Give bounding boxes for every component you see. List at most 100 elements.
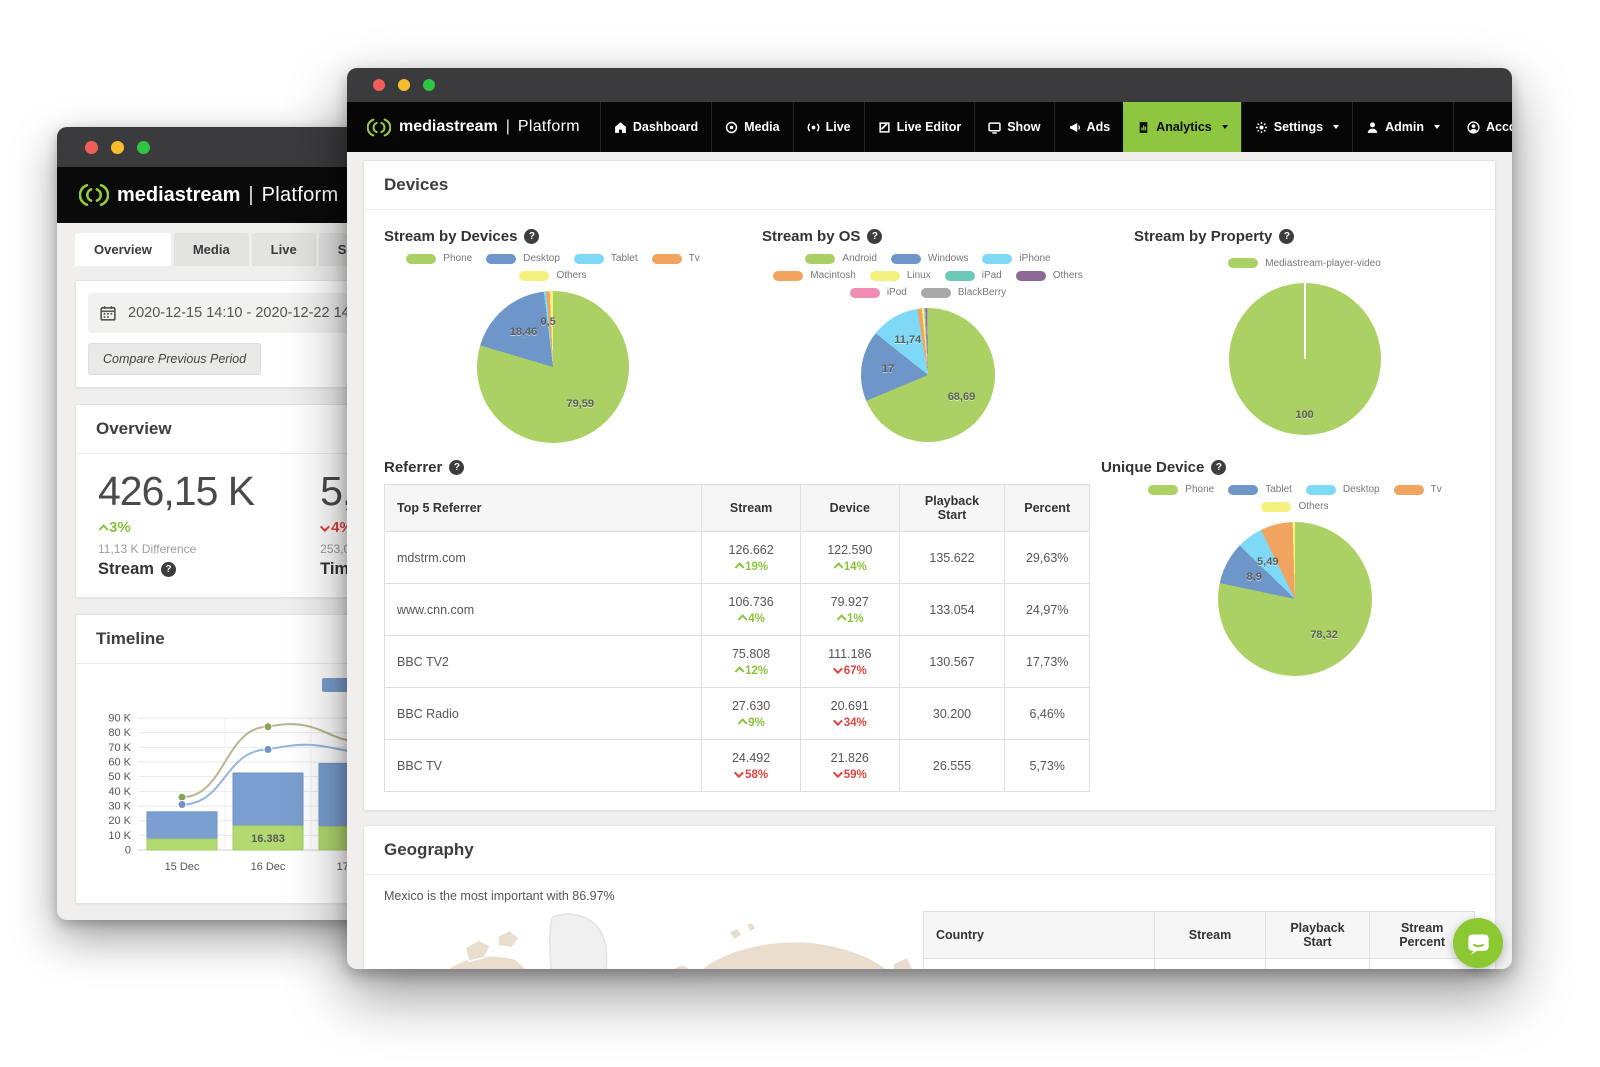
- row-name: Mexico: [922, 958, 1156, 969]
- chart-subtitle: Stream by Devices?: [384, 228, 742, 245]
- svg-text:40 K: 40 K: [108, 786, 131, 798]
- legend-label: Tablet: [1265, 484, 1292, 495]
- help-icon[interactable]: ?: [449, 460, 465, 475]
- legend-item[interactable]: iPad: [944, 270, 1002, 281]
- legend-swatch: [406, 253, 437, 264]
- brand-name: mediastream: [117, 183, 241, 206]
- pie-chart[interactable]: 78,32 8,9 5,49: [1095, 522, 1495, 676]
- legend-item[interactable]: iPod: [849, 287, 907, 298]
- legend-item[interactable]: Tv: [1393, 484, 1442, 495]
- stat-delta: 3%: [98, 519, 254, 536]
- arrow-up-icon: [734, 562, 745, 573]
- help-icon[interactable]: ?: [524, 229, 540, 244]
- legend-label: Others: [1298, 501, 1329, 512]
- pie-chart[interactable]: 68,69 17 11,74: [742, 308, 1114, 442]
- legend-item[interactable]: Linux: [869, 270, 931, 281]
- legend-item[interactable]: iPhone: [982, 253, 1051, 264]
- nav-item-dashboard[interactable]: Dashboard: [599, 102, 711, 152]
- nav-item-settings[interactable]: Settings: [1240, 102, 1352, 152]
- close-window-button[interactable]: [373, 79, 385, 91]
- legend-item[interactable]: BlackBerry: [920, 287, 1006, 298]
- chat-launcher-button[interactable]: [1453, 918, 1503, 968]
- nav-item-analytics[interactable]: Analytics: [1123, 102, 1241, 152]
- nav-item-live[interactable]: Live: [792, 102, 864, 152]
- legend-label: Phone: [1185, 484, 1215, 495]
- row-cell: 126.662 19%: [701, 531, 801, 584]
- referrer-subtitle: Referrer?: [384, 459, 1095, 476]
- legend-item[interactable]: Mediastream-player-video: [1228, 253, 1381, 273]
- legend-item[interactable]: Macintosh: [773, 270, 856, 281]
- legend-item[interactable]: Phone: [1148, 484, 1214, 495]
- brand-logo[interactable]: mediastream | Platform: [347, 102, 600, 152]
- legend-item[interactable]: Windows: [890, 253, 968, 264]
- row-cell: 29,63%: [1004, 531, 1090, 584]
- svg-text:50 K: 50 K: [108, 771, 131, 783]
- nav-item-media[interactable]: Media: [711, 102, 792, 152]
- pie-chart[interactable]: 100: [1114, 283, 1495, 435]
- legend-item[interactable]: Phone: [406, 253, 472, 264]
- legend-swatch: [982, 253, 1013, 264]
- stat-difference: 11,13 K Difference: [98, 542, 197, 557]
- tab-overview[interactable]: Overview: [75, 233, 171, 266]
- pie-slice-label: 18,46: [509, 326, 538, 339]
- legend-swatch: [849, 287, 880, 298]
- column-header: Stream: [1154, 911, 1266, 959]
- tab-live[interactable]: Live: [251, 233, 316, 266]
- overview-stat: 426,15 K 3% 11,13 K Difference Stream?: [98, 469, 255, 579]
- nav-item-account[interactable]: Account: [1452, 102, 1512, 152]
- legend-item[interactable]: Desktop: [486, 253, 560, 264]
- legend-item[interactable]: Others: [519, 270, 587, 281]
- row-cell: 135.622: [898, 531, 1006, 584]
- nav-item-ads[interactable]: Ads: [1053, 102, 1124, 152]
- tab-media[interactable]: Media: [173, 233, 249, 266]
- legend-swatch: [1305, 484, 1336, 495]
- minimize-window-button[interactable]: [398, 79, 410, 91]
- nav-item-admin[interactable]: Admin: [1352, 102, 1453, 152]
- arrow-down-icon: [832, 664, 843, 675]
- stream-by-property-chart: Stream by Property? Mediastream-player-v…: [1114, 218, 1495, 443]
- legend-label: iPhone: [1019, 253, 1051, 264]
- row-cell: 26.555: [898, 739, 1006, 792]
- row-cell: 5,73%: [1004, 739, 1090, 792]
- svg-text:70 K: 70 K: [108, 742, 131, 754]
- legend-item[interactable]: Others: [1261, 501, 1329, 512]
- minimize-window-button[interactable]: [111, 140, 124, 154]
- chat-bubble-icon: [1467, 934, 1489, 955]
- legend-swatch: [651, 253, 682, 264]
- help-icon[interactable]: ?: [867, 229, 883, 244]
- nav-item-show[interactable]: Show: [974, 102, 1053, 152]
- legend-item[interactable]: Tablet: [573, 253, 638, 264]
- svg-text:15 Dec: 15 Dec: [165, 861, 200, 873]
- delta-badge: 19%: [714, 561, 788, 573]
- legend-label: iPod: [886, 287, 907, 298]
- legend-item[interactable]: Others: [1015, 270, 1083, 281]
- legend-item[interactable]: Android: [805, 253, 877, 264]
- help-icon[interactable]: ?: [1279, 229, 1295, 244]
- help-icon[interactable]: ?: [1211, 460, 1227, 475]
- geography-card: Geography Mexico is the most important w…: [363, 825, 1496, 969]
- brand-name: mediastream: [399, 118, 498, 135]
- legend-item[interactable]: Tv: [651, 253, 700, 264]
- maximize-window-button[interactable]: [423, 79, 435, 91]
- legend-item[interactable]: Tablet: [1228, 484, 1292, 495]
- delta-badge: 9%: [714, 717, 788, 729]
- pie-chart[interactable]: 79,59 18,46 0,5: [364, 291, 742, 443]
- geography-row: Country Stream Playback Start Stream Percen…: [364, 905, 1495, 969]
- stream-by-os-chart: Stream by OS? Android Windows iPhone Macint…: [742, 218, 1114, 443]
- chevron-down-icon: [1333, 125, 1340, 129]
- delta-badge: 14%: [813, 561, 887, 573]
- legend-swatch: [1228, 258, 1259, 268]
- delta-badge: 1%: [813, 613, 887, 625]
- pie-stream_by_property: 100: [1228, 283, 1381, 435]
- legend-swatch: [920, 287, 951, 298]
- maximize-window-button[interactable]: [137, 140, 150, 154]
- close-window-button[interactable]: [85, 140, 98, 154]
- row-cell: 27.630 9%: [701, 687, 801, 740]
- geography-note: Mexico is the most important with 86.97%: [384, 889, 615, 903]
- row-cell: 111.186 67%: [799, 635, 900, 688]
- world-map[interactable]: [372, 907, 915, 969]
- nav-item-live-editor[interactable]: Live Editor: [863, 102, 975, 152]
- compare-previous-period-button[interactable]: Compare Previous Period: [88, 343, 262, 375]
- legend-item[interactable]: Desktop: [1305, 484, 1380, 495]
- help-icon[interactable]: ?: [160, 562, 176, 578]
